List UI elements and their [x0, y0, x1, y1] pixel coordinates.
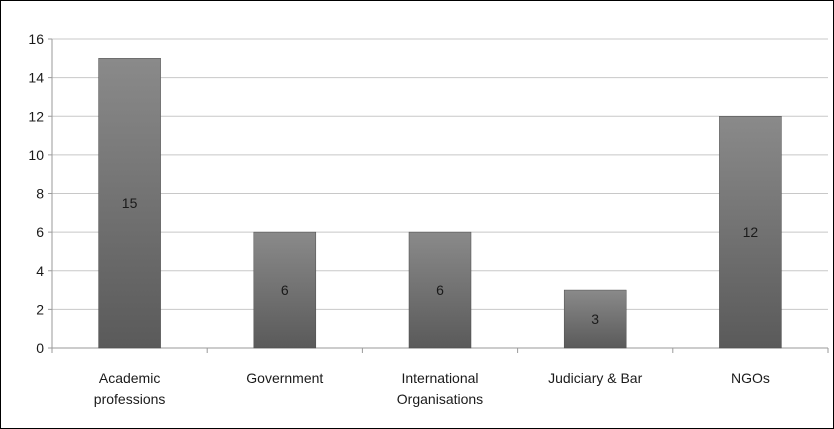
x-category-label: Judiciary & Bar	[548, 370, 642, 386]
x-category-label: Academic	[99, 370, 160, 386]
data-label: 12	[743, 224, 759, 240]
bar	[408, 231, 472, 349]
x-category-label: NGOs	[731, 370, 770, 386]
labels: 0 2 4 6 8 10 12 14 16 15 Academic professions 6 Gover…	[28, 31, 769, 407]
x-category-label: International	[401, 370, 478, 386]
data-label: 15	[122, 195, 138, 211]
x-category-label: professions	[94, 391, 166, 407]
y-tick-label: 4	[36, 263, 44, 279]
bar	[253, 231, 317, 349]
y-tick-label: 12	[28, 108, 44, 124]
bars	[98, 58, 782, 349]
y-tick-label: 8	[36, 186, 44, 202]
bar	[719, 116, 782, 349]
y-tick-label: 6	[36, 224, 44, 240]
data-label: 6	[436, 282, 444, 298]
data-label: 6	[281, 282, 289, 298]
x-category-label: Government	[246, 370, 323, 386]
y-tick-label: 2	[36, 301, 44, 317]
data-label: 3	[591, 311, 599, 327]
y-tick-label: 16	[28, 31, 44, 47]
y-tick-label: 14	[28, 70, 44, 86]
bar	[563, 289, 627, 349]
bar	[98, 58, 161, 349]
y-tick-label: 0	[36, 340, 44, 356]
y-tick-label: 10	[28, 147, 44, 163]
x-category-label: Organisations	[397, 391, 483, 407]
